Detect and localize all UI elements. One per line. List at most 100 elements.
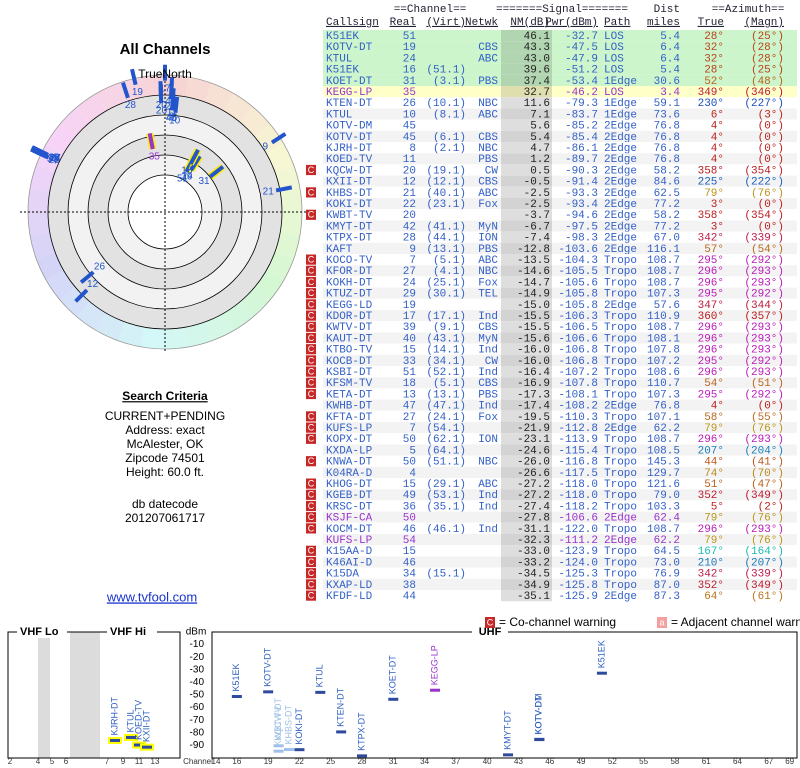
warning-icon — [306, 288, 316, 299]
link[interactable]: www.tvfool.com — [106, 589, 197, 604]
cell: -33.2 — [517, 557, 550, 569]
cell: (61°) — [751, 591, 784, 603]
y-tick-label: -80 — [190, 727, 205, 738]
cell: K51EK — [326, 65, 359, 77]
cell: Tropo — [604, 266, 637, 278]
radar-label: 42 — [165, 96, 177, 107]
nm-cell-bg — [501, 567, 552, 579]
radar-label: 19 — [132, 87, 144, 98]
warning-icon — [306, 388, 316, 400]
cell: KGEB-DT — [326, 490, 373, 502]
cell: 107.8 — [647, 345, 680, 357]
signal-label: KTPX-DT — [356, 712, 366, 751]
cell: 62.4 — [654, 513, 681, 525]
cell: -53.4 — [565, 76, 598, 88]
cell: (28°) — [751, 53, 784, 65]
radar-label: 10 — [169, 115, 181, 126]
row-bg — [323, 86, 797, 98]
cell: KSBI-DT — [326, 367, 373, 379]
radar-label: 19 — [181, 172, 193, 183]
cell: KAFT — [326, 244, 353, 256]
radar-bar — [189, 155, 202, 171]
cell: (344°) — [744, 300, 784, 312]
criteria-line: CURRENT+PENDING — [105, 409, 225, 423]
cell: 108.6 — [647, 367, 680, 379]
cell: KHBS-DT — [326, 188, 373, 200]
row-bg — [323, 186, 797, 198]
cell: 79° — [704, 423, 724, 435]
cell: 64° — [704, 591, 724, 603]
cell: Tropo — [604, 412, 637, 424]
cell: 77.2 — [654, 199, 680, 211]
cell: ABC — [478, 53, 498, 65]
nm-cell-bg — [501, 556, 552, 568]
cell: 40 — [403, 333, 416, 345]
cell: 347° — [698, 300, 724, 312]
cell: LOS — [604, 65, 624, 77]
cell: -97.5 — [565, 221, 598, 233]
row-bg — [323, 410, 797, 422]
cell: (29.1) — [426, 479, 466, 491]
cell: 5.6 — [530, 121, 550, 133]
cell: 43.3 — [524, 42, 550, 54]
cell: 22 — [403, 199, 416, 211]
signal-mark — [336, 730, 347, 734]
cell: 230° — [698, 98, 724, 110]
signal-mark — [110, 738, 120, 742]
nm-cell-bg — [501, 354, 552, 366]
cell: (40.1) — [426, 188, 466, 200]
signal-label: KOTV-DT — [263, 647, 273, 687]
cell: 79° — [704, 513, 724, 525]
cell: 19 — [403, 42, 416, 54]
cell: 20 — [403, 165, 416, 177]
cell: -91.4 — [565, 177, 598, 189]
cell: 36 — [403, 501, 416, 513]
band-label-bg — [17, 626, 67, 638]
row-bg — [323, 478, 797, 490]
row-bg — [323, 52, 797, 64]
cell: KTEN-DT — [326, 98, 373, 110]
warning-letter: C — [308, 434, 315, 444]
row-bg — [323, 321, 797, 333]
cell: KTUL — [326, 53, 352, 65]
cell: -111.2 — [558, 535, 598, 547]
cell: 358° — [698, 165, 724, 177]
cell: (0°) — [758, 401, 784, 413]
nm-cell-bg — [501, 343, 552, 355]
row-bg — [323, 489, 797, 501]
cell: KOTV-DT — [326, 132, 373, 144]
cell: 6° — [711, 109, 724, 121]
cell: 4° — [711, 121, 724, 133]
group-header: ==Azimuth== — [712, 4, 785, 16]
x-tick-label: 55 — [639, 757, 648, 766]
cell: (292°) — [744, 389, 784, 401]
nm-cell-bg — [501, 186, 552, 198]
row-bg — [323, 399, 797, 411]
band-label: VHF Hi — [110, 626, 146, 638]
cell: Ind — [478, 345, 498, 357]
cell: 67.0 — [654, 233, 680, 245]
cell: 352° — [698, 490, 724, 502]
warning-letter: C — [308, 277, 315, 287]
cell: 50 — [403, 434, 416, 446]
x-tick-label: 64 — [733, 757, 742, 766]
cell: -123.9 — [558, 546, 598, 558]
nm-cell-bg — [501, 86, 552, 98]
signal-label: KJRH-DT — [109, 696, 119, 735]
cell: 58° — [704, 412, 724, 424]
cell: (6.1) — [433, 132, 466, 144]
signal-label: KQCW-DT — [273, 697, 283, 740]
cell: KJRH-DT — [326, 143, 373, 155]
radar-label: 7 — [53, 156, 59, 167]
cell: 107.3 — [647, 289, 680, 301]
warning-letter: C — [308, 389, 315, 399]
warning-icon — [306, 299, 316, 310]
cell: (292°) — [744, 255, 784, 267]
signal-label: KTUL — [315, 664, 325, 687]
cell: 107.1 — [647, 412, 680, 424]
cell: 16 — [403, 65, 416, 77]
cell: 2Edge — [604, 132, 637, 144]
row-bg — [323, 455, 797, 467]
cell: 32° — [704, 53, 724, 65]
